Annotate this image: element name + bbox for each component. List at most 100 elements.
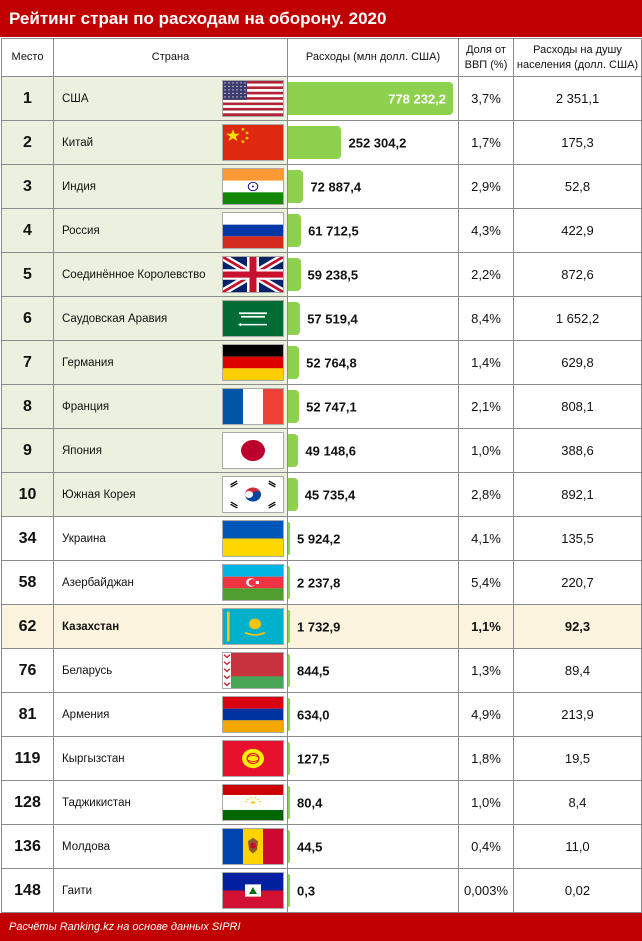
country-cell: Китай <box>53 120 288 165</box>
country-name: Таджикистан <box>62 796 131 809</box>
country-cell: Россия <box>53 208 288 253</box>
spend-value: 2 237,8 <box>297 575 341 590</box>
country-cell: Гаити <box>53 868 288 913</box>
gdp-share-cell: 3,7% <box>458 76 514 121</box>
spend-value: 45 735,4 <box>304 487 356 502</box>
gdp-share-cell: 1,0% <box>458 428 514 473</box>
gdp-share-cell: 4,3% <box>458 208 514 253</box>
russia-flag-icon <box>222 212 284 249</box>
country-cell: Соединённое Королевство <box>53 252 288 297</box>
country-name: Гаити <box>62 884 93 897</box>
spend-bar <box>288 522 290 555</box>
belarus-flag-icon <box>222 652 284 689</box>
rank-cell: 136 <box>1 824 54 869</box>
spend-cell: 59 238,5 <box>287 252 459 297</box>
spend-value: 0,3 <box>297 883 316 898</box>
country-name: Россия <box>62 224 100 237</box>
gdp-share-cell: 8,4% <box>458 296 514 341</box>
spend-value: 5 924,2 <box>297 531 341 546</box>
country-cell: Франция <box>53 384 288 429</box>
spend-cell: 127,5 <box>287 736 459 781</box>
rank-cell: 148 <box>1 868 54 913</box>
spend-value: 57 519,4 <box>307 311 358 326</box>
spend-value: 844,5 <box>297 663 330 678</box>
spend-cell: 72 887,4 <box>287 164 459 209</box>
spend-cell: 2 237,8 <box>287 560 459 605</box>
country-name: Германия <box>62 356 114 369</box>
table-row: 76 Беларусь 844,5 1,3% 89,4 <box>1 648 642 693</box>
per-capita-cell: 52,8 <box>513 164 642 209</box>
japan-flag-icon <box>222 432 284 469</box>
country-cell: Армения <box>53 692 288 737</box>
per-capita-cell: 135,5 <box>513 516 642 561</box>
spend-cell: 61 712,5 <box>287 208 459 253</box>
spend-value: 61 712,5 <box>308 223 359 238</box>
spend-value: 634,0 <box>297 707 330 722</box>
spend-bar <box>288 786 290 819</box>
table-row: 10 Южная Корея 45 735,4 2,8% 892,1 <box>1 472 642 517</box>
gdp-share-cell: 1,7% <box>458 120 514 165</box>
spend-cell: 5 924,2 <box>287 516 459 561</box>
country-name: Китай <box>62 136 94 149</box>
per-capita-cell: 0,02 <box>513 868 642 913</box>
table-row: 136 Молдова 44,5 0,4% 11,0 <box>1 824 642 869</box>
per-capita-cell: 92,3 <box>513 604 642 649</box>
spend-cell: 0,3 <box>287 868 459 913</box>
spend-cell: 778 232,2 <box>287 76 459 121</box>
spend-value: 44,5 <box>297 839 323 854</box>
spend-cell: 44,5 <box>287 824 459 869</box>
spend-bar <box>288 610 290 643</box>
spend-bar <box>288 478 298 511</box>
spend-bar <box>288 214 302 247</box>
per-capita-cell: 1 652,2 <box>513 296 642 341</box>
spend-bar <box>288 830 290 863</box>
table-row: 34 Украина 5 924,2 4,1% 135,5 <box>1 516 642 561</box>
table-row: 62 Казахстан 1 732,9 1,1% 92,3 <box>1 604 642 649</box>
country-name: Япония <box>62 444 102 457</box>
per-capita-cell: 220,7 <box>513 560 642 605</box>
per-capita-cell: 89,4 <box>513 648 642 693</box>
rank-cell: 2 <box>1 120 54 165</box>
spend-bar <box>288 566 290 599</box>
table-row: 58 Азербайджан 2 237,8 5,4% 220,7 <box>1 560 642 605</box>
per-capita-cell: 213,9 <box>513 692 642 737</box>
rank-cell: 3 <box>1 164 54 209</box>
header-row: Место Страна Расходы (млн долл. США) Дол… <box>1 38 642 77</box>
table-row: 148 Гаити 0,3 0,003% 0,02 <box>1 868 642 913</box>
country-name: США <box>62 92 89 105</box>
spend-bar <box>288 82 453 115</box>
spend-cell: 49 148,6 <box>287 428 459 473</box>
table-row: 128 Таджикистан 80,4 1,0% 8,4 <box>1 780 642 825</box>
header-country: Страна <box>53 38 288 77</box>
spend-value: 49 148,6 <box>305 443 357 458</box>
country-name: Южная Корея <box>62 488 136 501</box>
table-row: 119 Кыргызстан 127,5 1,8% 19,5 <box>1 736 642 781</box>
country-cell: Украина <box>53 516 288 561</box>
spend-cell: 45 735,4 <box>287 472 459 517</box>
table-row: 7 Германия 52 764,8 1,4% 629,8 <box>1 340 642 385</box>
gdp-share-cell: 5,4% <box>458 560 514 605</box>
spend-value: 59 238,5 <box>307 267 359 282</box>
table-row: 2 Китай 252 304,2 1,7% 175,3 <box>1 120 642 165</box>
country-cell: Таджикистан <box>53 780 288 825</box>
country-cell: США <box>53 76 288 121</box>
per-capita-cell: 422,9 <box>513 208 642 253</box>
rank-cell: 6 <box>1 296 54 341</box>
moldova-flag-icon <box>222 828 284 865</box>
rank-cell: 4 <box>1 208 54 253</box>
table-row: 8 Франция 52 747,1 2,1% 808,1 <box>1 384 642 429</box>
chart-title: Рейтинг стран по расходам на оборону. 20… <box>0 0 642 37</box>
per-capita-cell: 8,4 <box>513 780 642 825</box>
gdp-share-cell: 1,4% <box>458 340 514 385</box>
rank-cell: 58 <box>1 560 54 605</box>
country-name: Украина <box>62 532 106 545</box>
saudi-flag-icon <box>222 300 284 337</box>
country-name: Казахстан <box>62 620 120 633</box>
rank-cell: 10 <box>1 472 54 517</box>
per-capita-cell: 872,6 <box>513 252 642 297</box>
country-cell: Молдова <box>53 824 288 869</box>
per-capita-cell: 808,1 <box>513 384 642 429</box>
source-footer: Расчёты Ranking.kz на основе данных SIPR… <box>0 913 642 941</box>
spend-bar <box>288 346 300 379</box>
table-row: 9 Япония 49 148,6 1,0% 388,6 <box>1 428 642 473</box>
